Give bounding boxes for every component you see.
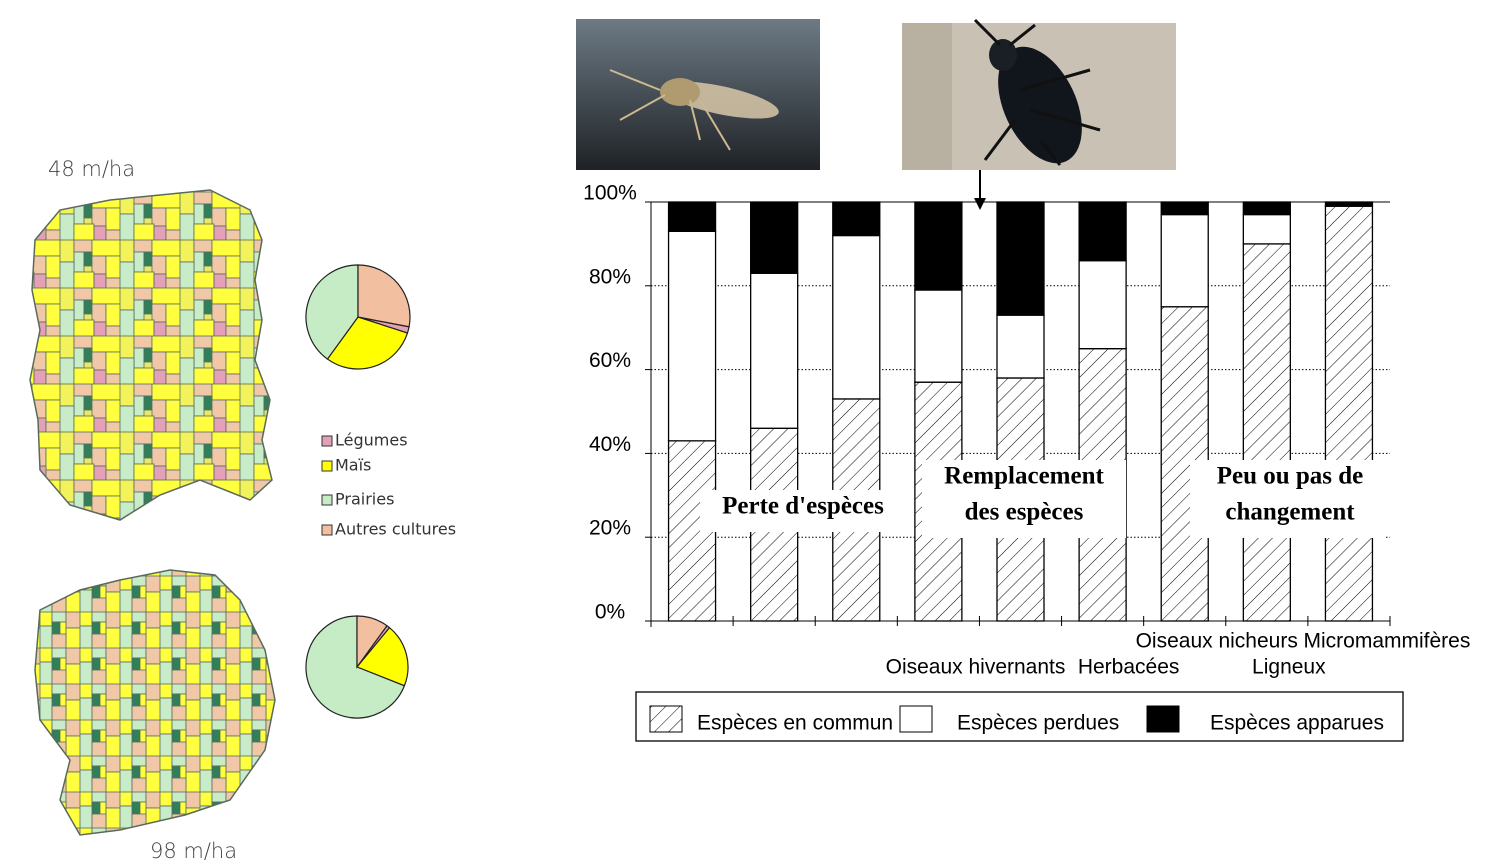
pie-slice <box>326 316 409 370</box>
legend-label: Prairies <box>335 490 394 509</box>
y-tick-label: 20% <box>589 517 631 540</box>
pie-slice <box>305 264 359 360</box>
pie-slice <box>357 264 411 328</box>
pie-title: 48 m/ha <box>48 157 135 181</box>
bar-segment <box>832 234 881 400</box>
photo-midge <box>576 19 820 170</box>
bar-segment <box>914 289 963 383</box>
annotation-box <box>700 490 906 532</box>
y-tick-label: 100% <box>583 182 637 205</box>
x-tick-label: Oiseaux nicheurs <box>1136 630 1298 653</box>
annotation: changement <box>1225 499 1355 526</box>
arrow-head <box>974 198 986 210</box>
annotation-box <box>1190 460 1386 538</box>
bar-segment <box>832 201 881 237</box>
legend-swatch <box>899 705 933 733</box>
legend-swatch <box>1146 705 1180 733</box>
annotation: Peu ou pas de <box>1217 463 1364 490</box>
legend-label: Espèces en commun <box>697 712 893 735</box>
bar-segment <box>1242 213 1291 245</box>
legend-swatch <box>649 705 683 733</box>
map-2 <box>34 569 276 836</box>
bar-segment <box>667 230 717 442</box>
legend-label: Légumes <box>335 431 408 450</box>
bar-segment <box>1242 201 1291 216</box>
pie-slice <box>356 626 409 687</box>
legend-swatch <box>321 435 333 447</box>
photo-beetle <box>902 18 1176 170</box>
bar-segment <box>996 201 1045 316</box>
legend-box <box>635 691 1404 742</box>
bar-segment <box>1324 205 1374 622</box>
bar-segment <box>1160 213 1209 308</box>
legend-swatch <box>321 524 333 536</box>
legend-label: Espèces apparues <box>1210 712 1384 735</box>
bar-segment <box>1324 201 1374 207</box>
bar-segment <box>1078 201 1127 262</box>
y-tick-label: 40% <box>589 433 631 456</box>
annotation: Remplacement <box>944 463 1104 490</box>
map-1 <box>29 189 273 521</box>
y-tick-label: 60% <box>589 349 631 372</box>
legend-label: Autres cultures <box>335 520 456 539</box>
legend-swatch <box>321 494 333 506</box>
y-tick-label: 0% <box>595 601 625 624</box>
bar-segment <box>996 314 1045 379</box>
bar-segment <box>750 201 799 274</box>
x-tick-label: Oiseaux hivernants <box>886 656 1066 679</box>
pie-slice <box>356 615 388 669</box>
pie-slice <box>305 615 406 719</box>
legend-swatch <box>321 460 333 472</box>
bar-segment <box>667 201 717 232</box>
annotation: Perte d'espèces <box>722 493 884 520</box>
bar-segment <box>914 201 963 291</box>
bar-segment <box>1160 201 1209 216</box>
legend-label: Espèces perdues <box>957 712 1119 735</box>
bar-segment <box>1078 260 1127 350</box>
annotation: des espèces <box>965 499 1084 526</box>
legend-label: Maïs <box>335 456 371 475</box>
x-tick-label: Ligneux <box>1252 656 1326 679</box>
y-tick-label: 80% <box>589 265 631 288</box>
x-tick-label: Micromammifères <box>1304 630 1471 653</box>
pie-title: 98 m/ha <box>150 839 237 863</box>
x-tick-label: Herbacées <box>1078 656 1180 679</box>
bar-segment <box>1242 243 1291 622</box>
bar-segment <box>750 272 799 429</box>
annotation-box <box>922 460 1126 538</box>
